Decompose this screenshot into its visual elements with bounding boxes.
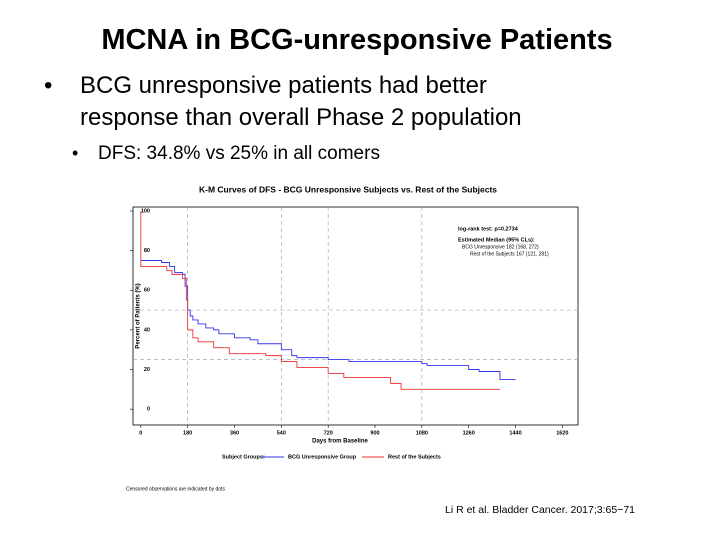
x-tick-label: 900	[370, 430, 379, 436]
legend-label: BCG Unresponsive Group	[288, 454, 357, 460]
footnote: Censored observations are indicated by d…	[126, 486, 225, 492]
km-curve	[140, 210, 500, 390]
x-tick-label: 180	[183, 430, 192, 436]
x-tick-label: 1080	[416, 430, 428, 436]
y-tick-label: 20	[144, 367, 150, 373]
slide-title: MCNA in BCG-unresponsive Patients	[101, 24, 613, 56]
x-tick-label: 1260	[463, 430, 475, 436]
y-axis-label: Percent of Patients (%)	[136, 283, 142, 348]
x-tick-label: 0	[139, 430, 142, 436]
annotation: BCG Unresponsive 182 (168, 272)	[462, 244, 539, 250]
y-tick-label: 0	[147, 407, 150, 413]
x-axis-label: Days from Baseline	[312, 439, 368, 445]
legend-title: Subject Groups:	[222, 454, 265, 460]
x-tick-label: 1620	[556, 430, 568, 436]
citation: Li R et al. Bladder Cancer. 2017;3:65−71	[445, 504, 635, 516]
y-tick-label: 60	[144, 288, 150, 294]
chart-title: K-M Curves of DFS - BCG Unresponsive Sub…	[199, 184, 497, 194]
x-tick-label: 540	[277, 430, 286, 436]
legend-label: Rest of the Subjects	[388, 454, 441, 460]
km-curve	[140, 260, 516, 380]
plot-frame	[132, 206, 579, 426]
bullet: BCG unresponsive patients had better res…	[80, 72, 522, 131]
bullet-dot: •	[44, 72, 53, 99]
y-tick-label: 100	[141, 208, 150, 214]
sub-bullet: DFS: 34.8% vs 25% in all comers	[98, 143, 380, 164]
annotation: log-rank test: p=0.2734	[458, 226, 519, 232]
y-tick-label: 40	[144, 327, 150, 333]
x-tick-label: 360	[230, 430, 239, 436]
x-tick-label: 720	[324, 430, 333, 436]
sub-bullet-dot: •	[72, 143, 79, 163]
annotation: Rest of the Subjects 167 (121, 281)	[470, 251, 549, 257]
annotation: Estimated Median (95% CLs):	[458, 237, 535, 243]
x-tick-label: 1440	[509, 430, 521, 436]
y-tick-label: 80	[144, 248, 150, 254]
